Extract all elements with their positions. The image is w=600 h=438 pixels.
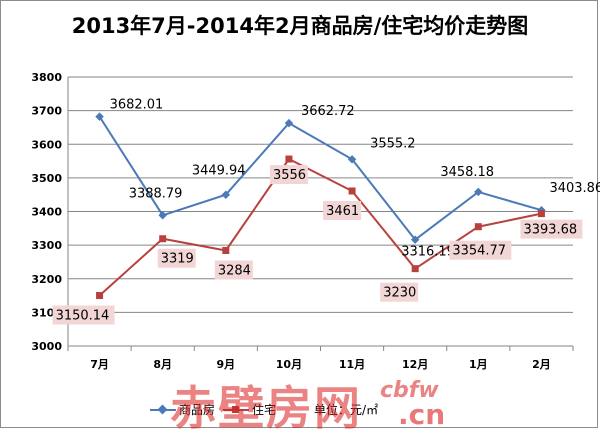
data-point-commercial: [410, 235, 420, 244]
data-point-commercial: [221, 190, 231, 199]
data-label-residential: 3319: [161, 252, 194, 267]
data-label-bg-residential: [52, 305, 115, 325]
data-label-commercial: 3682.01: [110, 98, 164, 113]
data-label-commercial: 3403.86: [549, 181, 600, 196]
series-line-commercial: [98, 116, 542, 242]
legend-item-residential: 住宅: [223, 401, 276, 418]
data-point-commercial: [347, 155, 357, 164]
data-label-bg-residential: [214, 260, 253, 280]
legend-item-commercial: 商品房: [150, 401, 215, 418]
data-label-commercial: 3458.18: [440, 165, 494, 180]
data-point-commercial: [158, 211, 167, 220]
data-label-commercial: 3555.2: [370, 136, 416, 151]
chart-frame: [0, 0, 598, 428]
x-tick-label: 12月: [402, 358, 428, 371]
y-tick-label: 3000: [31, 340, 62, 353]
data-label-commercial: 3316.19: [401, 245, 455, 260]
y-tick-label: 3400: [31, 206, 62, 219]
data-point-residential: [411, 265, 419, 273]
watermark-domain: .cn: [398, 398, 446, 431]
data-point-commercial: [95, 112, 104, 121]
x-tick-label: 11月: [339, 358, 365, 371]
legend-label-residential: 住宅: [252, 403, 277, 417]
x-tick-label: 10月: [276, 358, 302, 371]
x-tick-label: 2月: [532, 358, 551, 371]
data-label-commercial: 3662.72: [301, 104, 355, 119]
x-tick-label: 1月: [469, 358, 488, 371]
data-label-commercial: 3449.94: [192, 164, 246, 179]
y-tick-label: 3700: [31, 105, 62, 118]
x-tick-label: 7月: [90, 358, 109, 371]
data-point-residential: [222, 247, 230, 255]
data-label-residential: 3230: [383, 286, 416, 301]
data-label-bg-residential: [380, 282, 419, 302]
unit-label: 单位：元/㎡: [314, 403, 379, 417]
y-tick-label: 3300: [31, 239, 62, 252]
data-point-commercial: [284, 118, 294, 128]
legend-key-residential: [223, 405, 250, 415]
data-label-bg-residential: [157, 248, 196, 268]
watermark-logo: 赤壁房网: [170, 381, 362, 435]
data-label-residential: 3150.14: [56, 309, 110, 324]
y-tick-label: 3500: [31, 172, 62, 185]
data-label-bg-residential: [449, 240, 512, 260]
x-tick-label: 8月: [153, 358, 172, 371]
legend: 商品房 住宅 单位：元/㎡: [150, 401, 378, 418]
data-point-residential: [96, 292, 104, 300]
data-label-residential: 3284: [218, 264, 251, 279]
data-point-residential: [159, 235, 167, 243]
data-label-commercial: 3388.79: [129, 186, 183, 201]
y-tick-label: 3200: [31, 273, 62, 286]
data-label-residential: 3354.77: [452, 244, 506, 259]
x-tick-label: 9月: [216, 358, 235, 371]
y-tick-label: 3600: [31, 138, 62, 151]
y-tick-label: 3800: [31, 71, 62, 84]
series-line-residential: [98, 157, 542, 297]
data-point-residential: [348, 187, 356, 195]
data-point-residential: [474, 223, 482, 231]
data-label-bg-residential: [520, 219, 583, 239]
data-label-residential: 3556: [273, 168, 306, 183]
chart-title: 2013年7月-2014年2月商品房/住宅均价走势图: [71, 14, 529, 38]
data-point-residential: [537, 210, 545, 218]
legend-label-commercial: 商品房: [179, 403, 216, 417]
data-point-commercial: [474, 187, 483, 197]
data-label-residential: 3393.68: [523, 223, 577, 238]
watermark-sub: cbfw: [380, 378, 439, 403]
legend-key-commercial: [150, 404, 176, 415]
data-point-residential: [285, 155, 293, 163]
data-label-bg-residential: [323, 200, 362, 220]
data-label-residential: 3461: [326, 204, 359, 219]
data-label-bg-residential: [269, 165, 308, 185]
